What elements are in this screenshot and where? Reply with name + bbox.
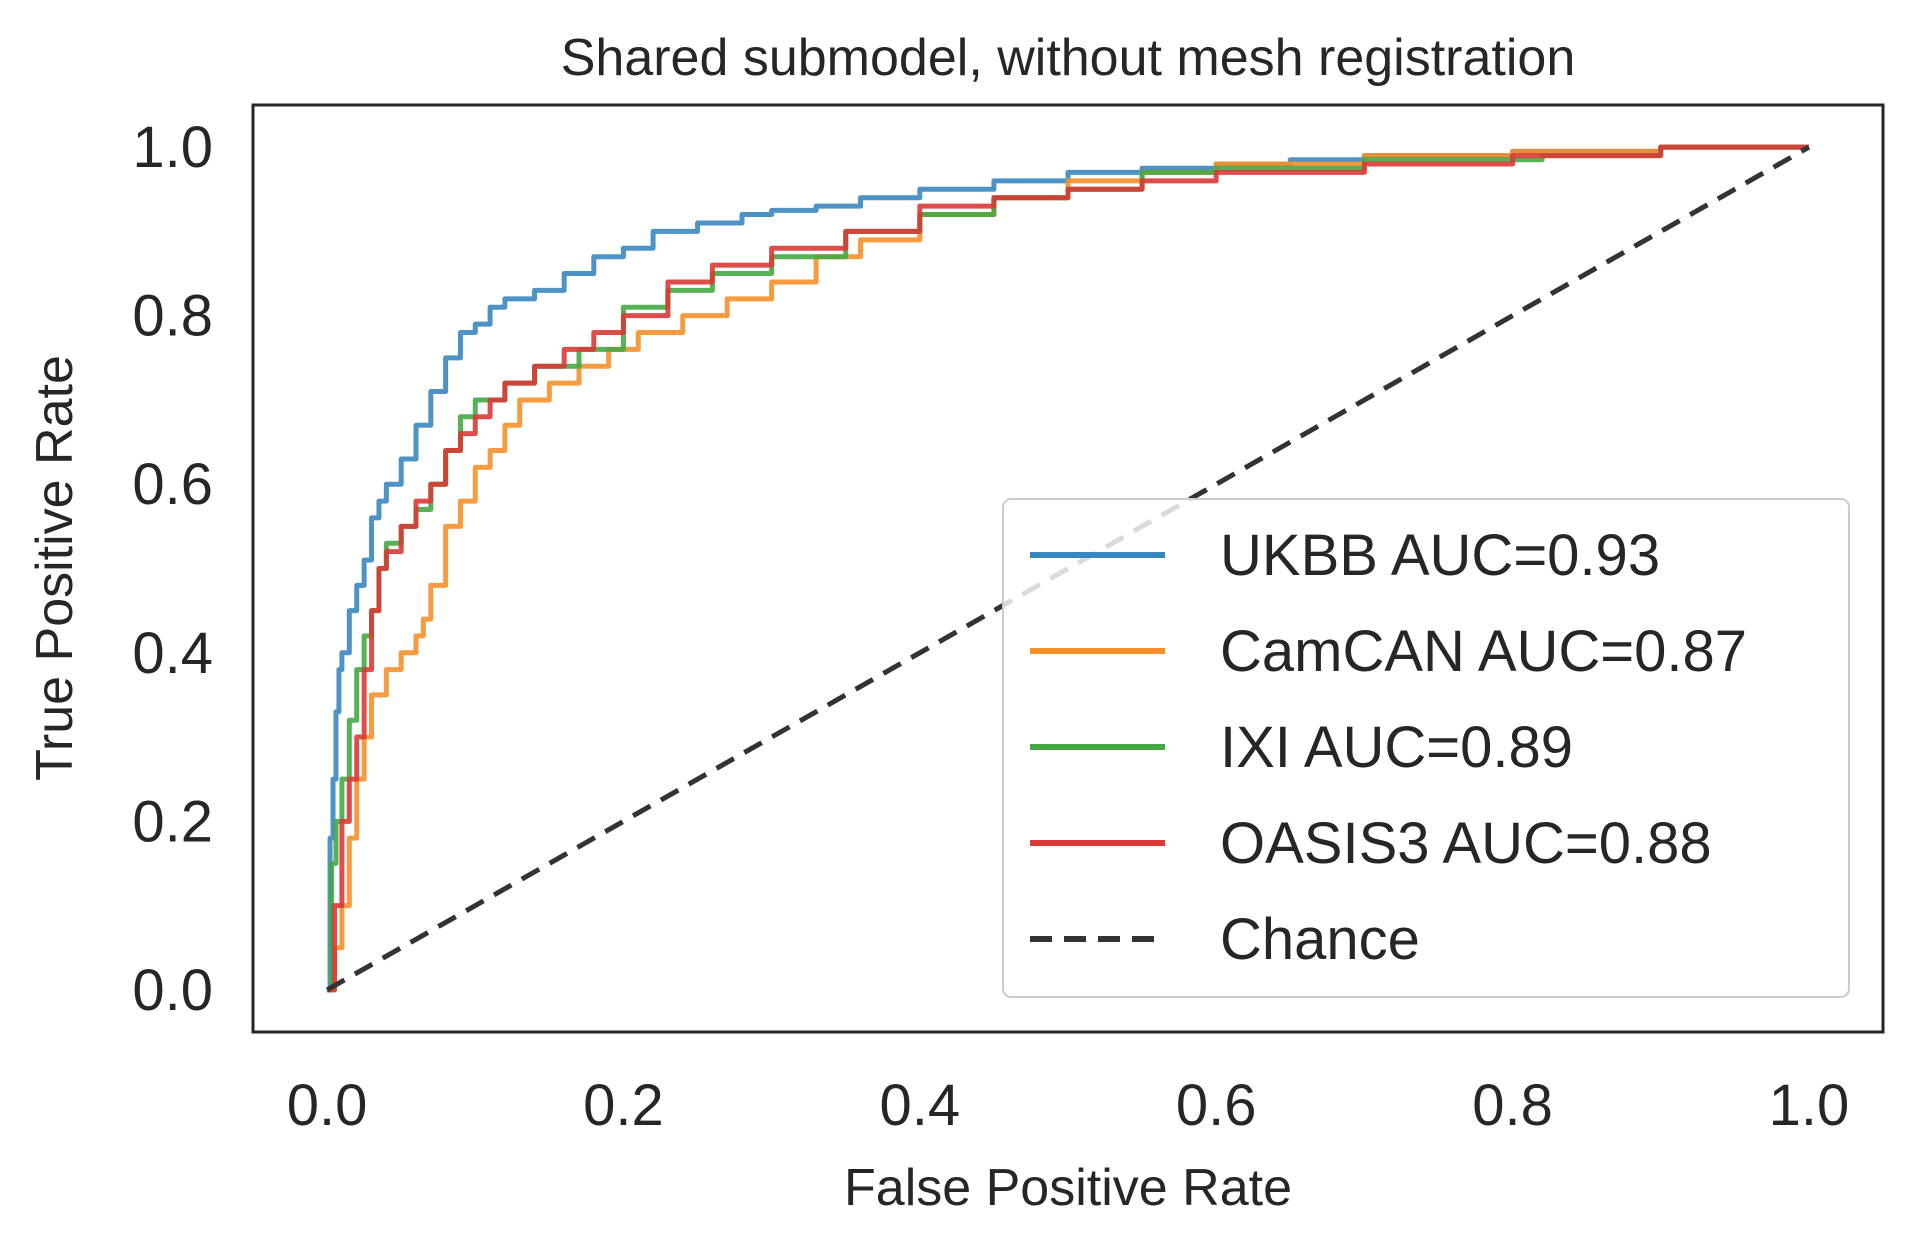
legend-label: Chance — [1220, 907, 1420, 972]
legend-label: OASIS3 AUC=0.88 — [1220, 811, 1712, 876]
x-tick-label: 0.4 — [879, 1073, 960, 1138]
x-tick-label: 0.0 — [287, 1073, 368, 1138]
series-line-chance — [325, 144, 1811, 993]
y-tick-label: 0.8 — [132, 284, 213, 349]
y-tick-label: 0.6 — [132, 452, 213, 517]
y-tick-label: 0.0 — [132, 958, 213, 1023]
x-tick-label: 0.8 — [1472, 1073, 1553, 1138]
legend-label: CamCAN AUC=0.87 — [1220, 619, 1747, 684]
x-tick-label: 0.2 — [583, 1073, 664, 1138]
series-line-ukbb — [327, 144, 1809, 993]
legend-box — [1002, 498, 1850, 998]
plot-frame — [251, 103, 1885, 1034]
legend-label: UKBB AUC=0.93 — [1220, 523, 1660, 588]
series-line-oasis3 — [327, 144, 1809, 993]
legend-label: IXI AUC=0.89 — [1220, 715, 1573, 780]
series-layer — [325, 144, 1811, 993]
legend: UKBB AUC=0.93 CamCAN AUC=0.87 IXI AUC=0.89… — [1002, 498, 1850, 998]
x-axis-label: False Positive Rate — [844, 1159, 1292, 1217]
x-tick-label: 1.0 — [1769, 1073, 1850, 1138]
chart-title: Shared submodel, without mesh registrati… — [561, 29, 1576, 87]
y-axis-label: True Positive Rate — [26, 355, 84, 781]
y-axis-ticks: 0.0 0.2 0.4 0.6 0.8 1.0 — [132, 115, 213, 1023]
x-tick-label: 0.6 — [1176, 1073, 1257, 1138]
y-tick-label: 1.0 — [132, 115, 213, 180]
y-tick-label: 0.2 — [132, 789, 213, 854]
x-axis-ticks: 0.0 0.2 0.4 0.6 0.8 1.0 — [287, 1073, 1849, 1138]
y-tick-label: 0.4 — [132, 621, 213, 686]
legend-items: UKBB AUC=0.93 CamCAN AUC=0.87 IXI AUC=0.89… — [1030, 523, 1747, 972]
